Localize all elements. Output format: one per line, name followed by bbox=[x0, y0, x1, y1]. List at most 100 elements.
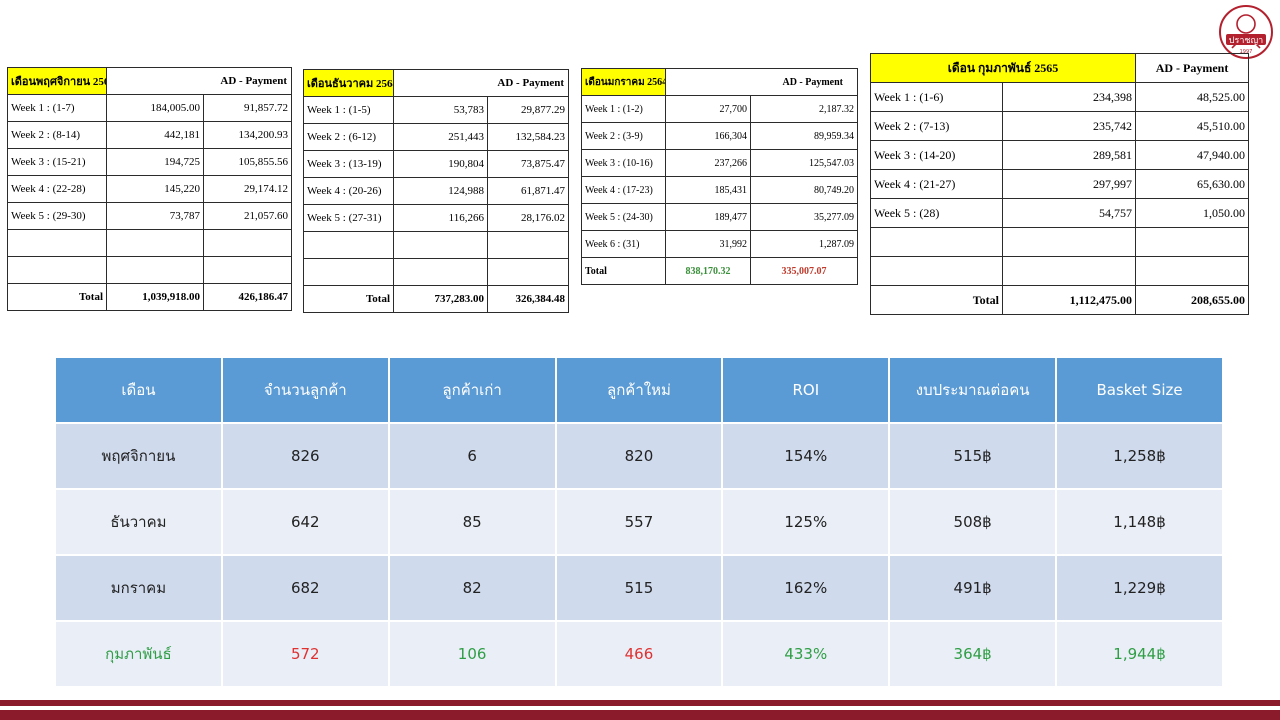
month-table-january: เดือนมกราคม 2564 AD - Payment Week 1 : (1… bbox=[581, 68, 859, 285]
week-payment: 1,287.09 bbox=[749, 230, 859, 258]
cell-new: 820 bbox=[556, 424, 722, 488]
cell-basket: 1,258฿ bbox=[1057, 424, 1222, 488]
table-row: Week 2 : (7-13) 235,742 45,510.00 bbox=[870, 111, 1250, 141]
table-row: Week 5 : (29-30) 73,787 21,057.60 bbox=[7, 202, 293, 230]
table-row: Week 3 : (13-19) 190,804 73,875.47 bbox=[303, 150, 570, 178]
week-sales: 54,757 bbox=[1001, 198, 1137, 228]
total-sales: 737,283.00 bbox=[393, 285, 488, 313]
cell-roi: 125% bbox=[723, 490, 889, 554]
cell-budget: 515฿ bbox=[890, 424, 1056, 488]
week-payment: 89,959.34 bbox=[749, 122, 859, 150]
table-row: Week 2 : (3-9) 166,304 89,959.34 bbox=[581, 122, 859, 150]
cell-customers: 826 bbox=[222, 424, 388, 488]
week-label: Week 4 : (21-27) bbox=[870, 169, 1003, 199]
week-sales bbox=[1001, 256, 1137, 286]
week-label: Week 1 : (1-6) bbox=[870, 82, 1003, 112]
week-label bbox=[303, 231, 394, 259]
table-row: Week 2 : (6-12) 251,443 132,584.23 bbox=[303, 123, 570, 151]
week-payment bbox=[202, 229, 293, 257]
table-row: Week 5 : (24-30) 189,477 35,277.09 bbox=[581, 203, 859, 231]
table-row: Week 3 : (14-20) 289,581 47,940.00 bbox=[870, 140, 1250, 170]
week-sales: 194,725 bbox=[106, 148, 204, 176]
table-row: Week 2 : (8-14) 442,181 134,200.93 bbox=[7, 121, 293, 149]
week-sales: 185,431 bbox=[665, 176, 751, 204]
header-basket-size: Basket Size bbox=[1057, 358, 1222, 422]
week-label: Week 3 : (14-20) bbox=[870, 140, 1003, 170]
week-sales: 442,181 bbox=[106, 121, 204, 149]
table-row: Week 4 : (20-26) 124,988 61,871.47 bbox=[303, 177, 570, 205]
week-label: Week 1 : (1-5) bbox=[303, 96, 394, 124]
week-label: Week 5 : (29-30) bbox=[7, 202, 107, 230]
cell-basket: 1,148฿ bbox=[1057, 490, 1222, 554]
week-payment: 47,940.00 bbox=[1135, 140, 1250, 170]
cell-customers: 682 bbox=[222, 556, 388, 620]
cell-customers: 642 bbox=[222, 490, 388, 554]
week-label: Week 1 : (1-2) bbox=[581, 95, 666, 123]
table-row: Week 4 : (22-28) 145,220 29,174.12 bbox=[7, 175, 293, 203]
week-payment: 80,749.20 bbox=[749, 176, 859, 204]
cell-new: 466 bbox=[556, 622, 722, 686]
cell-month: มกราคม bbox=[56, 556, 221, 620]
total-sales: 1,112,475.00 bbox=[1001, 285, 1137, 315]
ad-payment-header: AD - Payment bbox=[105, 67, 293, 95]
brand-logo: ปราชญา 1997 bbox=[1218, 4, 1274, 60]
week-sales: 124,988 bbox=[393, 177, 488, 205]
table-row bbox=[870, 256, 1250, 286]
summary-table: เดือน จำนวนลูกค้า ลูกค้าเก่า ลูกค้าใหม่ … bbox=[54, 356, 1224, 688]
total-payment: 208,655.00 bbox=[1135, 285, 1250, 315]
month-title: เดือนพฤศจิกายน 2564 bbox=[7, 67, 107, 95]
week-payment: 132,584.23 bbox=[486, 123, 570, 151]
cell-roi: 162% bbox=[723, 556, 889, 620]
week-label bbox=[870, 256, 1003, 286]
total-payment: 326,384.48 bbox=[486, 285, 570, 313]
table-row: Week 3 : (10-16) 237,266 125,547.03 bbox=[581, 149, 859, 177]
ad-payment-header: AD - Payment bbox=[392, 69, 570, 97]
brand-logo-year: 1997 bbox=[1240, 49, 1253, 55]
summary-header-row: เดือน จำนวนลูกค้า ลูกค้าเก่า ลูกค้าใหม่ … bbox=[56, 358, 1222, 422]
week-payment: 125,547.03 bbox=[749, 149, 859, 177]
week-label: Week 2 : (3-9) bbox=[581, 122, 666, 150]
week-label: Week 1 : (1-7) bbox=[7, 94, 107, 122]
ad-payment-header: AD - Payment bbox=[664, 68, 859, 96]
week-payment: 35,277.09 bbox=[749, 203, 859, 231]
cell-customers: 572 bbox=[222, 622, 388, 686]
footer-stripe-bottom bbox=[0, 710, 1280, 720]
total-label: Total bbox=[303, 285, 394, 313]
week-sales: 73,787 bbox=[106, 202, 204, 230]
table-row: Week 5 : (28) 54,757 1,050.00 bbox=[870, 198, 1250, 228]
week-sales: 190,804 bbox=[393, 150, 488, 178]
cell-basket: 1,944฿ bbox=[1057, 622, 1222, 686]
table-row: Week 1 : (1-2) 27,700 2,187.32 bbox=[581, 95, 859, 123]
week-label: Week 5 : (28) bbox=[870, 198, 1003, 228]
week-label: Week 4 : (17-23) bbox=[581, 176, 666, 204]
cell-month: ธันวาคม bbox=[56, 490, 221, 554]
week-payment bbox=[202, 256, 293, 284]
total-label: Total bbox=[870, 285, 1003, 315]
week-label: Week 3 : (10-16) bbox=[581, 149, 666, 177]
week-label bbox=[7, 229, 107, 257]
week-label bbox=[870, 227, 1003, 257]
table-row: Week 6 : (31) 31,992 1,287.09 bbox=[581, 230, 859, 258]
header-budget-per-person: งบประมาณต่อคน bbox=[890, 358, 1056, 422]
total-row: Total 737,283.00 326,384.48 bbox=[303, 285, 570, 313]
week-label: Week 4 : (20-26) bbox=[303, 177, 394, 205]
week-payment: 29,877.29 bbox=[486, 96, 570, 124]
header-month: เดือน bbox=[56, 358, 221, 422]
week-sales: 251,443 bbox=[393, 123, 488, 151]
cell-new: 557 bbox=[556, 490, 722, 554]
table-row: Week 4 : (17-23) 185,431 80,749.20 bbox=[581, 176, 859, 204]
week-sales bbox=[1001, 227, 1137, 257]
table-row: Week 4 : (21-27) 297,997 65,630.00 bbox=[870, 169, 1250, 199]
total-sales: 838,170.32 bbox=[665, 257, 751, 285]
week-sales: 184,005.00 bbox=[106, 94, 204, 122]
week-sales: 235,742 bbox=[1001, 111, 1137, 141]
table-row: พฤศจิกายน 826 6 820 154% 515฿ 1,258฿ bbox=[56, 424, 1222, 488]
table-row: มกราคม 682 82 515 162% 491฿ 1,229฿ bbox=[56, 556, 1222, 620]
week-label: Week 2 : (7-13) bbox=[870, 111, 1003, 141]
week-label: Week 4 : (22-28) bbox=[7, 175, 107, 203]
week-payment bbox=[486, 231, 570, 259]
week-payment: 65,630.00 bbox=[1135, 169, 1250, 199]
week-payment: 28,176.02 bbox=[486, 204, 570, 232]
month-title: เดือนมกราคม 2564 bbox=[581, 68, 666, 96]
week-sales: 27,700 bbox=[665, 95, 751, 123]
